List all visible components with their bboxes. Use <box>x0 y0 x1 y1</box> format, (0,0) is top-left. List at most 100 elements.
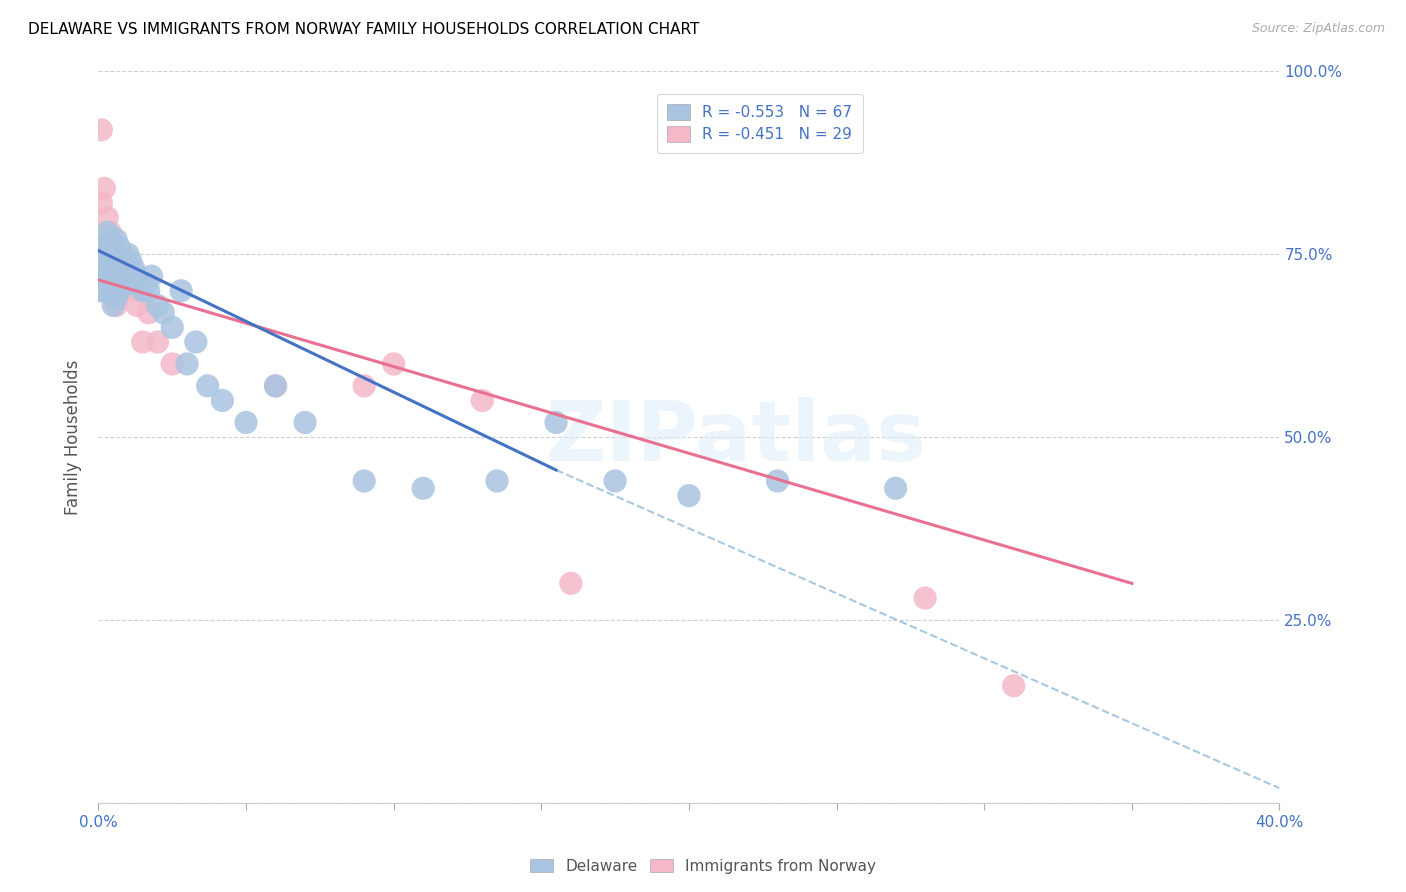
Point <box>96 284 118 298</box>
Point <box>103 254 125 268</box>
Point <box>105 298 128 312</box>
Point <box>108 254 131 268</box>
Point <box>105 247 128 261</box>
Text: Source: ZipAtlas.com: Source: ZipAtlas.com <box>1251 22 1385 36</box>
Point <box>170 284 193 298</box>
Point <box>184 334 207 349</box>
Point <box>162 357 183 371</box>
Point <box>108 284 131 298</box>
Point <box>108 269 131 284</box>
Point <box>176 357 198 371</box>
Point <box>105 277 128 291</box>
Point <box>90 269 112 284</box>
Point <box>146 334 169 349</box>
Point <box>98 233 121 247</box>
Point <box>884 481 907 495</box>
Point <box>108 269 131 284</box>
Text: DELAWARE VS IMMIGRANTS FROM NORWAY FAMILY HOUSEHOLDS CORRELATION CHART: DELAWARE VS IMMIGRANTS FROM NORWAY FAMIL… <box>28 22 700 37</box>
Point <box>122 277 145 291</box>
Point <box>96 211 118 225</box>
Point <box>103 298 125 312</box>
Point <box>105 291 128 305</box>
Text: ZIPatlas: ZIPatlas <box>546 397 927 477</box>
Point <box>98 261 121 276</box>
Point <box>93 181 115 195</box>
Point <box>114 277 136 291</box>
Point <box>111 254 134 268</box>
Point <box>132 334 155 349</box>
Point <box>766 474 789 488</box>
Point <box>128 277 150 291</box>
Point <box>103 240 125 254</box>
Point <box>412 481 434 495</box>
Point <box>103 269 125 284</box>
Point <box>141 269 163 284</box>
Point <box>135 277 157 291</box>
Point <box>90 196 112 211</box>
Point <box>98 269 121 284</box>
Point <box>93 284 115 298</box>
Point <box>197 379 219 393</box>
Point <box>353 474 375 488</box>
Point <box>605 474 627 488</box>
Point <box>914 591 936 605</box>
Point <box>96 254 118 268</box>
Point <box>98 277 121 291</box>
Point <box>111 247 134 261</box>
Point <box>114 269 136 284</box>
Point <box>111 277 134 291</box>
Point <box>211 393 233 408</box>
Point <box>103 284 125 298</box>
Point <box>96 240 118 254</box>
Point <box>90 123 112 137</box>
Point <box>294 416 316 430</box>
Legend: Delaware, Immigrants from Norway: Delaware, Immigrants from Norway <box>524 853 882 880</box>
Point <box>132 284 155 298</box>
Point <box>117 261 139 276</box>
Point <box>93 240 115 254</box>
Point <box>353 379 375 393</box>
Point <box>560 576 582 591</box>
Point <box>96 254 118 268</box>
Point <box>471 393 494 408</box>
Point <box>98 247 121 261</box>
Point <box>117 247 139 261</box>
Point <box>264 379 287 393</box>
Point <box>235 416 257 430</box>
Point <box>117 277 139 291</box>
Point <box>105 233 128 247</box>
Legend: R = -0.553   N = 67, R = -0.451   N = 29: R = -0.553 N = 67, R = -0.451 N = 29 <box>657 94 863 153</box>
Point <box>546 416 568 430</box>
Y-axis label: Family Households: Family Households <box>65 359 83 515</box>
Point <box>96 225 118 239</box>
Point <box>125 269 148 284</box>
Point <box>152 306 174 320</box>
Point <box>486 474 509 488</box>
Point <box>125 298 148 312</box>
Point <box>103 284 125 298</box>
Point <box>93 269 115 284</box>
Point <box>1002 679 1025 693</box>
Point <box>678 489 700 503</box>
Point <box>90 284 112 298</box>
Point <box>93 240 115 254</box>
Point <box>120 254 142 268</box>
Point <box>117 261 139 276</box>
Point <box>114 254 136 268</box>
Point <box>264 379 287 393</box>
Point <box>105 261 128 276</box>
Point <box>105 254 128 268</box>
Point <box>93 254 115 268</box>
Point <box>108 240 131 254</box>
Point <box>382 357 405 371</box>
Point <box>111 261 134 276</box>
Point <box>138 306 160 320</box>
Point <box>120 284 142 298</box>
Point <box>146 298 169 312</box>
Point <box>103 240 125 254</box>
Point <box>90 254 112 268</box>
Point <box>98 225 121 239</box>
Point <box>120 269 142 284</box>
Point <box>138 284 160 298</box>
Point <box>162 320 183 334</box>
